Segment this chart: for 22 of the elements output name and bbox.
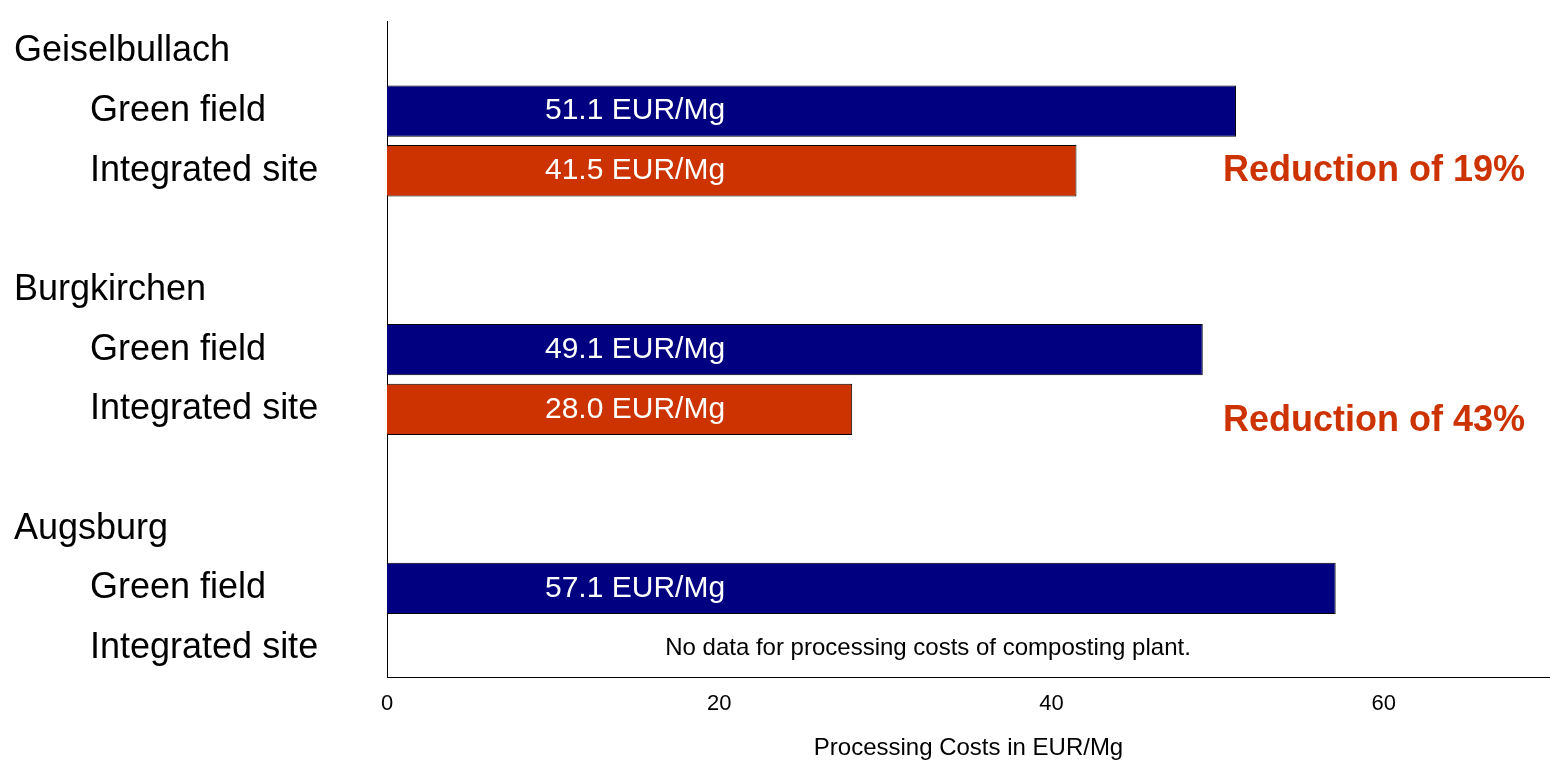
x-axis-title: Processing Costs in EUR/Mg <box>813 733 1124 761</box>
annotation: Reduction of 19% <box>1222 147 1525 189</box>
x-tick-label: 20 <box>707 690 732 716</box>
y-tick-label: Green field <box>90 88 267 129</box>
text: Burgkirchen <box>14 266 207 308</box>
y-tick-label: Integrated site <box>90 386 319 428</box>
y-tick-label: Green field <box>90 565 267 607</box>
annotation: No data for processing costs of composting plant. <box>665 632 1191 660</box>
data-label: 28.0 EUR/Mg <box>545 390 726 424</box>
annotation: Reduction of 43% <box>1222 398 1525 440</box>
x-tick-label: 0 <box>380 690 394 716</box>
x-tick-label: 40 <box>1039 690 1064 716</box>
data-label: 51.1 EUR/Mg <box>545 92 726 126</box>
data-label: 49.1 EUR/Mg <box>545 330 726 364</box>
data-label: 57.1 EUR/Mg <box>545 569 726 603</box>
y-tick-label: Green field <box>90 326 267 368</box>
data-label: 41.5 EUR/Mg <box>545 152 726 185</box>
text: Augsburg <box>14 505 169 547</box>
y-tick-label: Integrated site <box>90 147 319 189</box>
text: Geiselbullach <box>14 28 231 70</box>
x-tick-label: 60 <box>1371 690 1397 716</box>
y-tick-label: Integrated site <box>90 624 319 666</box>
